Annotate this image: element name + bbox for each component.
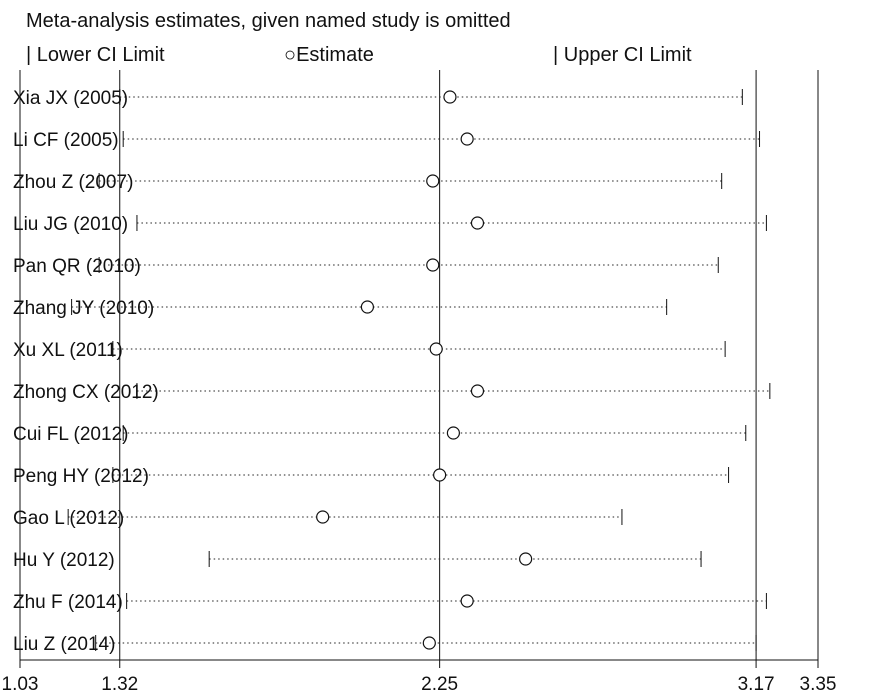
- study-row: Zhou Z (2007): [13, 172, 723, 193]
- legend-upper-ci-label: Upper CI Limit: [563, 44, 692, 66]
- legend-upper-ci: | Upper CI Limit: [553, 44, 692, 67]
- estimate-point: [446, 426, 460, 440]
- x-tick-label: 3.17: [738, 674, 775, 693]
- estimate-marker-icon: ○: [284, 44, 297, 66]
- estimate-point: [470, 384, 485, 398]
- study-row: Liu Z (2014): [13, 634, 757, 655]
- study-label: Zhou Z (2007): [13, 172, 133, 193]
- study-row: Cui FL (2012): [13, 424, 747, 445]
- study-label: Liu JG (2010): [13, 214, 128, 235]
- estimate-point: [443, 90, 457, 104]
- x-axis-ticks: 1.03 1.32 2.25 3.17 3.35: [2, 674, 837, 693]
- study-row: Xia JX (2005): [13, 88, 743, 109]
- estimate-point: [316, 510, 330, 524]
- legend-lower-ci: | Lower CI Limit: [26, 44, 165, 67]
- legend-estimate: ○Estimate: [284, 44, 374, 67]
- estimate-point: [422, 636, 436, 650]
- upper-ci-marker-icon: |: [553, 44, 559, 66]
- estimate-point: [470, 216, 485, 230]
- study-row: Zhong CX (2012): [13, 382, 771, 403]
- study-label: Xu XL (2011): [13, 340, 123, 361]
- study-label: Zhu F (2014): [13, 592, 123, 613]
- estimate-point: [460, 594, 474, 608]
- estimate-point: [426, 258, 440, 272]
- estimate-point: [360, 300, 375, 314]
- study-label: Gao L (2012): [13, 508, 124, 529]
- study-row: Li CF (2005): [13, 130, 761, 151]
- x-tick-label: 3.35: [800, 674, 837, 693]
- study-label: Liu Z (2014): [13, 634, 115, 655]
- study-row: Peng HY (2012): [13, 466, 730, 487]
- study-label: Peng HY (2012): [13, 466, 149, 487]
- chart-title: Meta-analysis estimates, given named stu…: [26, 10, 511, 32]
- x-tick-label: 1.32: [101, 674, 138, 693]
- x-tick-label: 2.25: [421, 674, 458, 693]
- study-row: Zhu F (2014): [13, 592, 767, 613]
- study-row: Zhang JY (2010): [13, 298, 668, 319]
- estimate-point: [433, 468, 447, 482]
- study-label: Li CF (2005): [13, 130, 119, 151]
- estimate-point: [519, 552, 533, 566]
- estimate-point: [426, 174, 440, 188]
- study-row: Pan QR (2010): [13, 256, 719, 277]
- estimate-point: [429, 342, 443, 356]
- legend-estimate-label: Estimate: [296, 44, 374, 66]
- x-tick-label: 1.03: [2, 674, 39, 693]
- study-row: Gao L (2012): [13, 508, 623, 529]
- lower-ci-marker-icon: |: [26, 44, 32, 66]
- study-row: Hu Y (2012): [13, 550, 702, 571]
- reference-lines: [19, 70, 819, 668]
- study-label: Zhang JY (2010): [13, 298, 154, 319]
- study-label: Pan QR (2010): [13, 256, 141, 277]
- study-row: Xu XL (2011): [13, 340, 726, 361]
- study-label: Hu Y (2012): [13, 550, 115, 571]
- estimate-point: [460, 132, 474, 146]
- study-label: Cui FL (2012): [13, 424, 128, 445]
- study-label: Xia JX (2005): [13, 88, 128, 109]
- study-rows: Xia JX (2005) Li CF (2005) Zhou Z (2007) Li…: [13, 88, 771, 655]
- study-row: Liu JG (2010): [13, 214, 767, 235]
- study-label: Zhong CX (2012): [13, 382, 159, 403]
- legend-lower-ci-label: Lower CI Limit: [36, 44, 165, 66]
